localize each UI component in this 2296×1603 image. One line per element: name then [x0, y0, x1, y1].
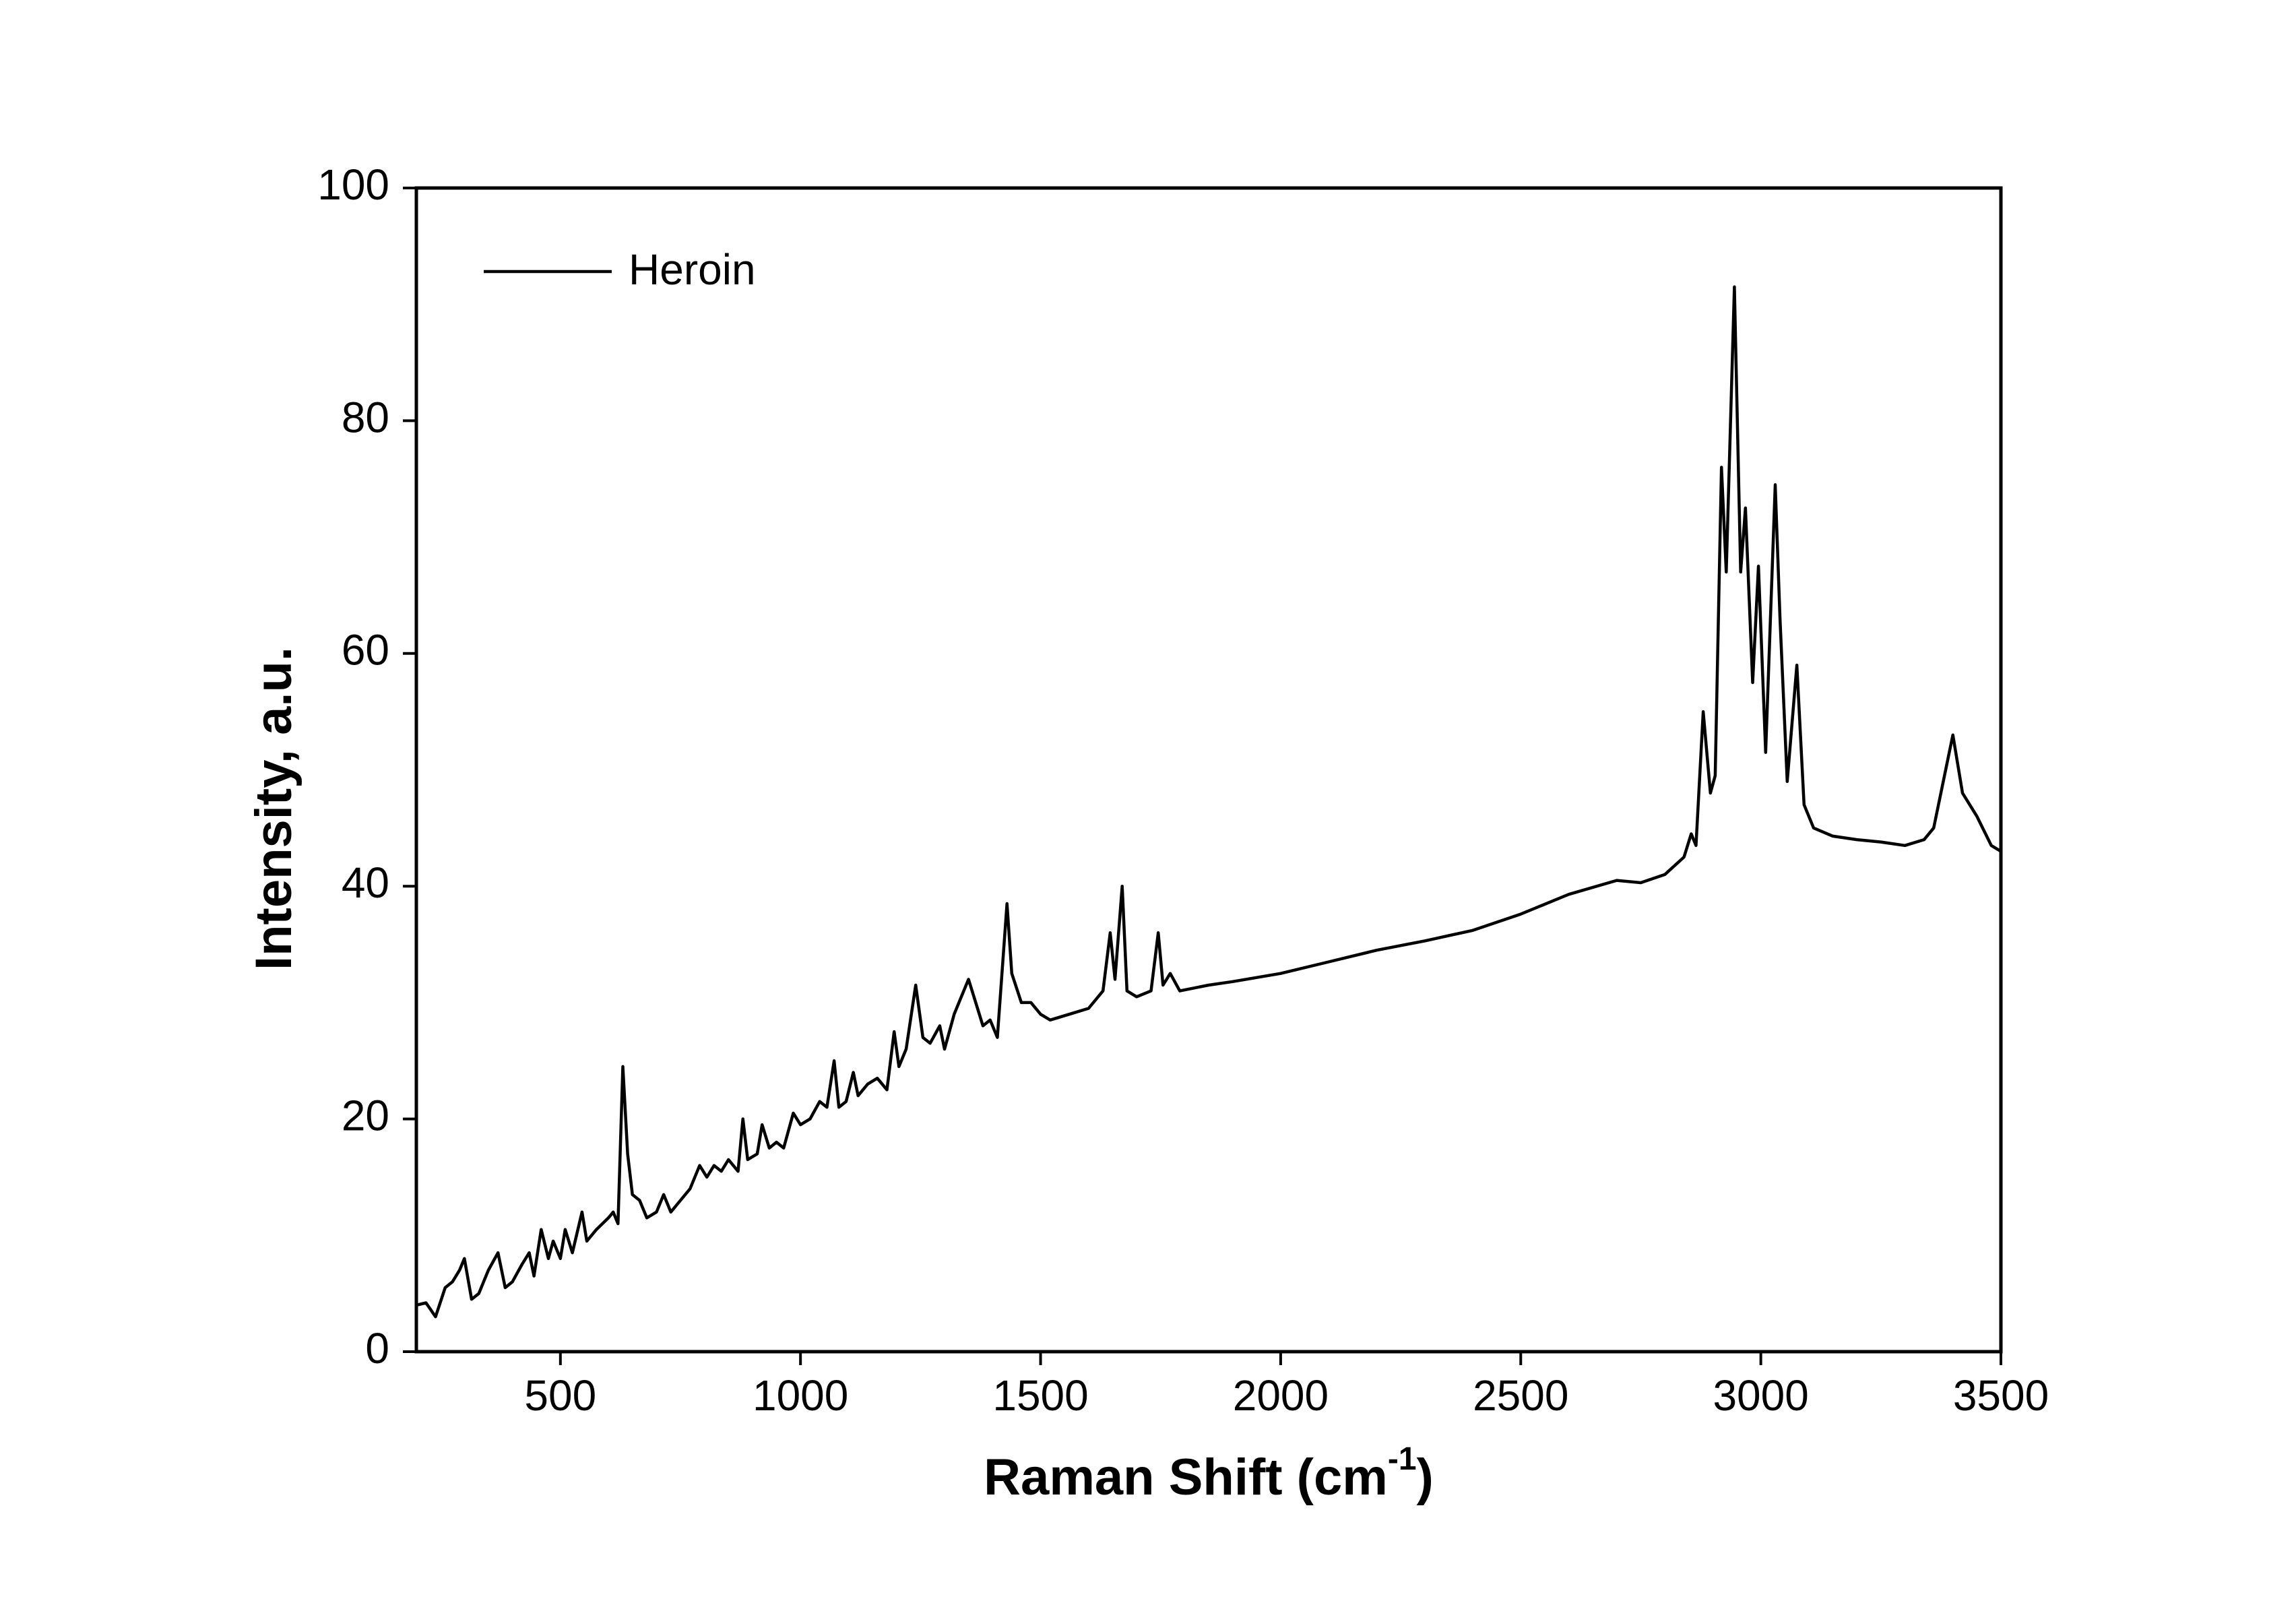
- x-tick-label: 1500: [992, 1371, 1088, 1420]
- x-label-suffix: ): [1417, 1449, 1434, 1506]
- x-label-superscript: -1: [1388, 1441, 1417, 1477]
- x-tick-label: 1000: [753, 1371, 848, 1420]
- y-tick-label: 20: [342, 1092, 389, 1140]
- y-tick-label: 100: [317, 160, 389, 209]
- y-axis-label: Intensity, a.u.: [245, 647, 302, 970]
- x-tick-label: 500: [524, 1371, 596, 1420]
- y-tick-label: 40: [342, 858, 389, 907]
- x-tick-label: 2000: [1233, 1371, 1329, 1420]
- x-tick-label: 3500: [1953, 1371, 2049, 1420]
- y-tick-label: 80: [342, 393, 389, 441]
- x-axis-label: Raman Shift (cm-1): [984, 1441, 1434, 1506]
- plot-frame: [414, 186, 2003, 1354]
- x-tick-label: 3000: [1713, 1371, 1808, 1420]
- y-tick-label: 0: [365, 1324, 389, 1373]
- x-label-text: Raman Shift (cm: [984, 1449, 1388, 1506]
- x-tick-label: 2500: [1473, 1371, 1568, 1420]
- data-line: [416, 285, 2002, 1319]
- y-tick-label: 60: [342, 626, 389, 674]
- legend-label: Heroin: [629, 245, 756, 294]
